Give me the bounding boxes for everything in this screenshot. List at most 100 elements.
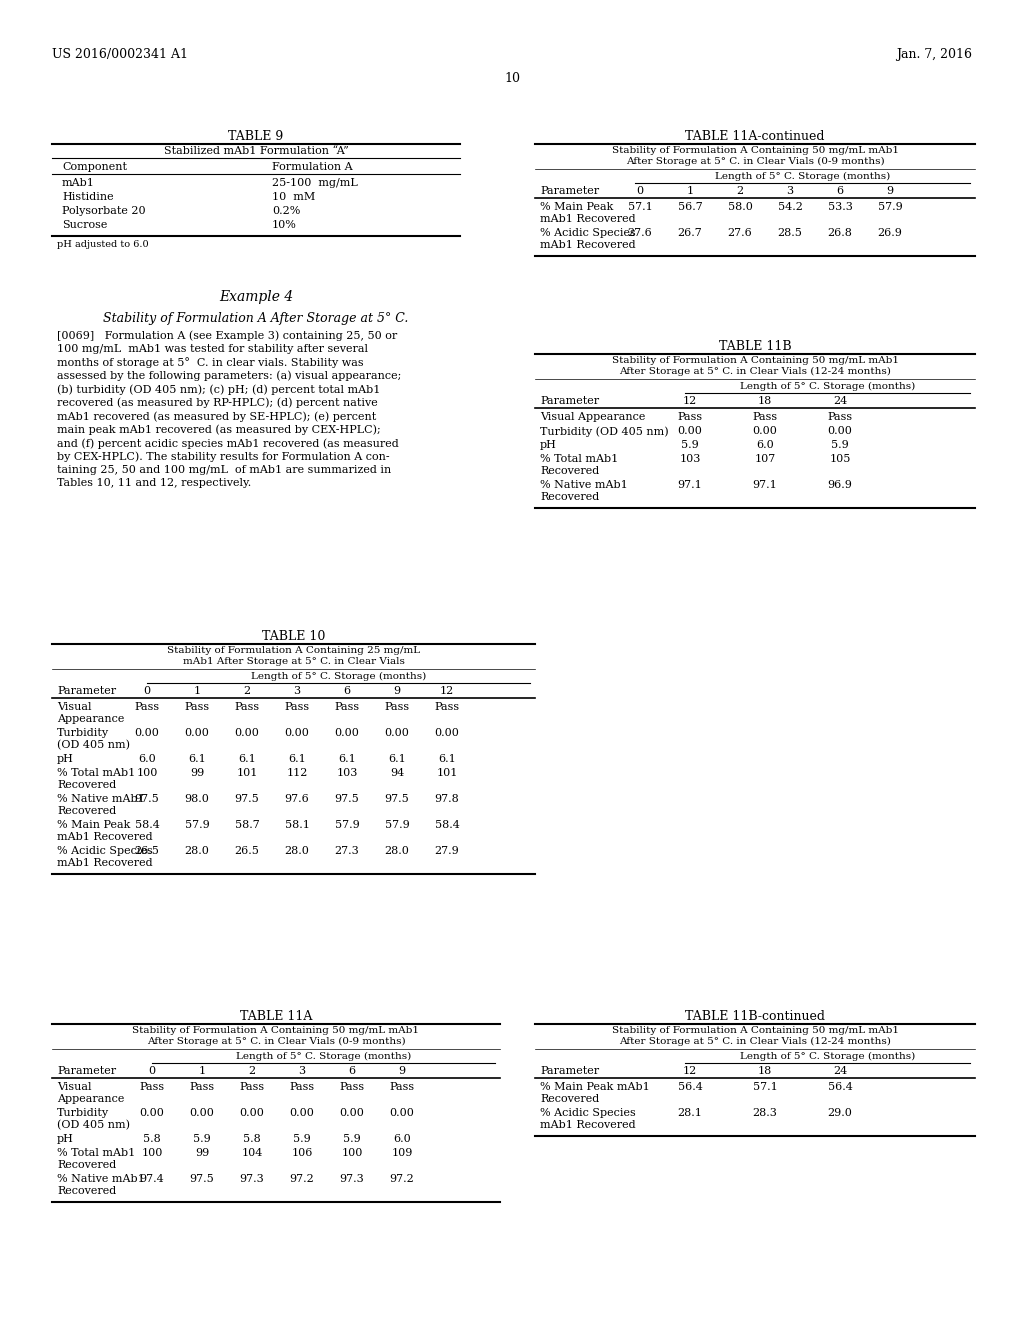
Text: 5.8: 5.8 <box>243 1134 261 1144</box>
Text: 57.1: 57.1 <box>753 1082 777 1092</box>
Text: % Acidic Species: % Acidic Species <box>57 846 153 855</box>
Text: mAb1 After Storage at 5° C. in Clear Vials: mAb1 After Storage at 5° C. in Clear Via… <box>182 657 404 667</box>
Text: Pass: Pass <box>240 1082 264 1092</box>
Text: 25-100  mg/mL: 25-100 mg/mL <box>272 178 357 187</box>
Text: pH: pH <box>57 754 74 764</box>
Text: 57.1: 57.1 <box>628 202 652 213</box>
Text: TABLE 10: TABLE 10 <box>262 630 326 643</box>
Text: 12: 12 <box>683 1067 697 1076</box>
Text: 97.1: 97.1 <box>678 480 702 490</box>
Text: Parameter: Parameter <box>540 1067 599 1076</box>
Text: 53.3: 53.3 <box>827 202 852 213</box>
Text: Formulation A: Formulation A <box>272 162 352 172</box>
Text: Pass: Pass <box>189 1082 215 1092</box>
Text: 28.0: 28.0 <box>285 846 309 855</box>
Text: Turbidity: Turbidity <box>57 1107 110 1118</box>
Text: 58.1: 58.1 <box>285 820 309 830</box>
Text: TABLE 11A: TABLE 11A <box>240 1010 312 1023</box>
Text: Stability of Formulation A After Storage at 5° C.: Stability of Formulation A After Storage… <box>103 312 409 325</box>
Text: 26.5: 26.5 <box>234 846 259 855</box>
Text: Appearance: Appearance <box>57 1094 124 1104</box>
Text: 100: 100 <box>136 768 158 777</box>
Text: 0.00: 0.00 <box>434 729 460 738</box>
Text: % Main Peak: % Main Peak <box>57 820 130 830</box>
Text: Length of 5° C. Storage (months): Length of 5° C. Storage (months) <box>740 381 915 391</box>
Text: 0.00: 0.00 <box>678 426 702 436</box>
Text: 6.1: 6.1 <box>188 754 206 764</box>
Text: 103: 103 <box>336 768 357 777</box>
Text: Stability of Formulation A Containing 25 mg/mL: Stability of Formulation A Containing 25… <box>167 645 420 655</box>
Text: 58.4: 58.4 <box>434 820 460 830</box>
Text: Parameter: Parameter <box>540 396 599 407</box>
Text: 12: 12 <box>683 396 697 407</box>
Text: 28.3: 28.3 <box>753 1107 777 1118</box>
Text: After Storage at 5° C. in Clear Vials (0-9 months): After Storage at 5° C. in Clear Vials (0… <box>626 157 885 166</box>
Text: 0.00: 0.00 <box>189 1107 214 1118</box>
Text: Recovered: Recovered <box>540 492 599 502</box>
Text: 97.1: 97.1 <box>753 480 777 490</box>
Text: 104: 104 <box>242 1148 263 1158</box>
Text: (OD 405 nm): (OD 405 nm) <box>57 741 130 750</box>
Text: TABLE 11B-continued: TABLE 11B-continued <box>685 1010 825 1023</box>
Text: 97.5: 97.5 <box>189 1173 214 1184</box>
Text: 0.00: 0.00 <box>385 729 410 738</box>
Text: 29.0: 29.0 <box>827 1107 852 1118</box>
Text: 0.00: 0.00 <box>335 729 359 738</box>
Text: 0.00: 0.00 <box>134 729 160 738</box>
Text: 105: 105 <box>829 454 851 465</box>
Text: mAb1 Recovered: mAb1 Recovered <box>540 1119 636 1130</box>
Text: months of storage at 5°  C. in clear vials. Stability was: months of storage at 5° C. in clear vial… <box>57 356 364 368</box>
Text: 57.9: 57.9 <box>335 820 359 830</box>
Text: After Storage at 5° C. in Clear Vials (12-24 months): After Storage at 5° C. in Clear Vials (1… <box>620 367 891 376</box>
Text: Length of 5° C. Storage (months): Length of 5° C. Storage (months) <box>715 172 890 181</box>
Text: 5.9: 5.9 <box>681 440 698 450</box>
Text: 1: 1 <box>199 1067 206 1076</box>
Text: 58.4: 58.4 <box>134 820 160 830</box>
Text: Pass: Pass <box>678 412 702 422</box>
Text: 56.4: 56.4 <box>827 1082 852 1092</box>
Text: 5.8: 5.8 <box>143 1134 161 1144</box>
Text: mAb1 Recovered: mAb1 Recovered <box>540 214 636 224</box>
Text: Polysorbate 20: Polysorbate 20 <box>62 206 145 216</box>
Text: 10  mM: 10 mM <box>272 191 315 202</box>
Text: 6: 6 <box>348 1067 355 1076</box>
Text: After Storage at 5° C. in Clear Vials (0-9 months): After Storage at 5° C. in Clear Vials (0… <box>146 1038 406 1047</box>
Text: 58.0: 58.0 <box>728 202 753 213</box>
Text: 28.0: 28.0 <box>385 846 410 855</box>
Text: 1: 1 <box>194 686 201 696</box>
Text: % Total mAb1: % Total mAb1 <box>57 768 135 777</box>
Text: Pass: Pass <box>184 702 210 711</box>
Text: Pass: Pass <box>290 1082 314 1092</box>
Text: 0: 0 <box>143 686 151 696</box>
Text: 97.3: 97.3 <box>240 1173 264 1184</box>
Text: Pass: Pass <box>753 412 777 422</box>
Text: 27.6: 27.6 <box>628 228 652 238</box>
Text: 1: 1 <box>686 186 693 195</box>
Text: mAb1: mAb1 <box>62 178 95 187</box>
Text: Pass: Pass <box>139 1082 165 1092</box>
Text: % Native mAb1: % Native mAb1 <box>540 480 628 490</box>
Text: 99: 99 <box>189 768 204 777</box>
Text: Parameter: Parameter <box>57 1067 116 1076</box>
Text: 100 mg/mL  mAb1 was tested for stability after several: 100 mg/mL mAb1 was tested for stability … <box>57 343 368 354</box>
Text: TABLE 11A-continued: TABLE 11A-continued <box>685 129 824 143</box>
Text: TABLE 9: TABLE 9 <box>228 129 284 143</box>
Text: Recovered: Recovered <box>57 780 117 789</box>
Text: % Native mAb1: % Native mAb1 <box>57 1173 144 1184</box>
Text: 6.1: 6.1 <box>239 754 256 764</box>
Text: 0.00: 0.00 <box>285 729 309 738</box>
Text: Visual: Visual <box>57 702 91 711</box>
Text: 27.6: 27.6 <box>728 228 753 238</box>
Text: 2: 2 <box>249 1067 256 1076</box>
Text: Tables 10, 11 and 12, respectively.: Tables 10, 11 and 12, respectively. <box>57 479 251 488</box>
Text: After Storage at 5° C. in Clear Vials (12-24 months): After Storage at 5° C. in Clear Vials (1… <box>620 1038 891 1047</box>
Text: 6.0: 6.0 <box>393 1134 411 1144</box>
Text: 57.9: 57.9 <box>385 820 410 830</box>
Text: Parameter: Parameter <box>57 686 116 696</box>
Text: 97.2: 97.2 <box>290 1173 314 1184</box>
Text: Stability of Formulation A Containing 50 mg/mL mAb1: Stability of Formulation A Containing 50… <box>611 356 898 366</box>
Text: mAb1 Recovered: mAb1 Recovered <box>57 832 153 842</box>
Text: Pass: Pass <box>339 1082 365 1092</box>
Text: by CEX-HPLC). The stability results for Formulation A con-: by CEX-HPLC). The stability results for … <box>57 451 389 462</box>
Text: 24: 24 <box>833 396 847 407</box>
